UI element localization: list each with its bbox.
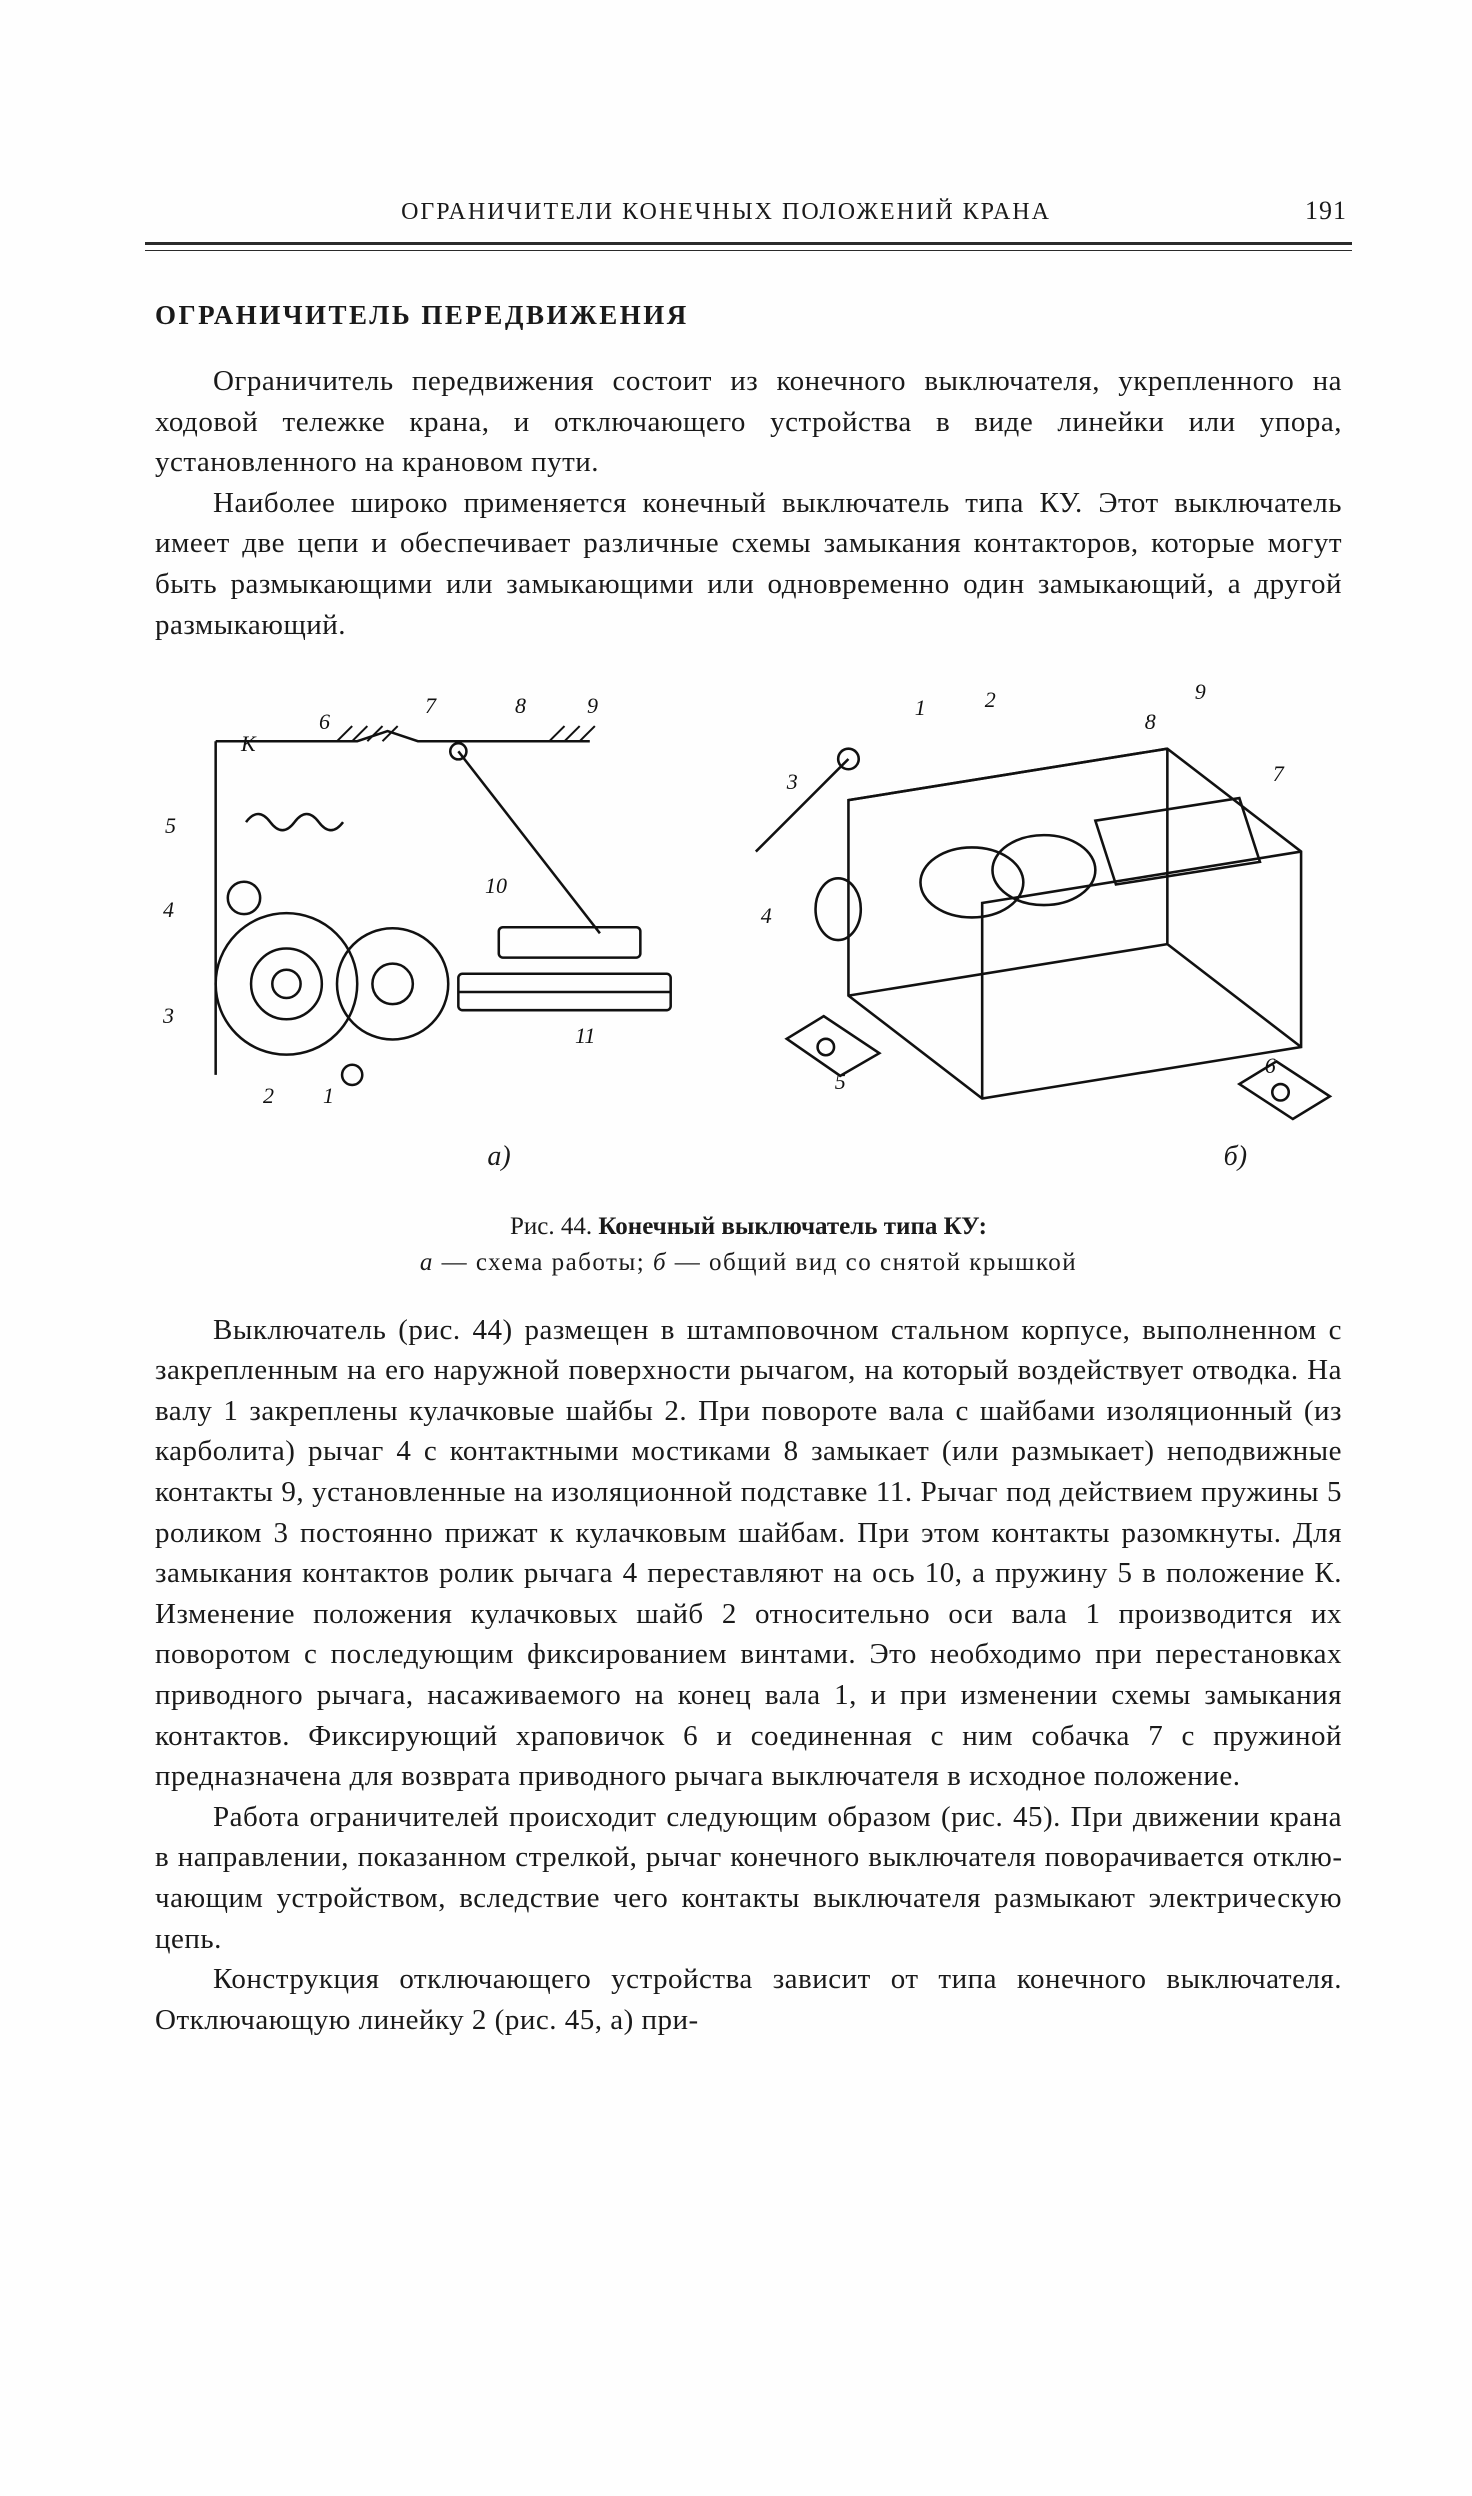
figure-44: К 5 4 3 2 1 6 7 8 9 10 11 [155,673,1342,1203]
callout-r8: 8 [1145,709,1156,735]
paragraph-5: Конструкция отключающего устройства зави… [155,1959,1342,2040]
figure-44-b: 1 2 3 4 5 6 7 8 9 [725,673,1342,1133]
callout-r3: 3 [787,769,798,795]
callout-3: 3 [163,1003,174,1029]
schematic-svg [155,673,701,1133]
callout-9: 9 [587,693,598,719]
figure-label-b: б) [1224,1141,1247,1173]
running-header: ОГРАНИЧИТЕЛИ КОНЕЧНЫХ ПОЛОЖЕНИЙ КРАНА 19… [175,196,1347,226]
schematic-diagram: К 5 4 3 2 1 6 7 8 9 10 11 [155,673,701,1133]
callout-r4: 4 [761,903,772,929]
callout-4: 4 [163,897,174,923]
callout-2: 2 [263,1083,274,1109]
callout-8: 8 [515,693,526,719]
section-heading: ОГРАНИЧИТЕЛЬ ПЕРЕДВИЖЕНИЯ [155,300,1342,331]
header-rule-thick [145,242,1352,245]
paragraph-1: Ограничитель передвижения состоит из кон… [155,361,1342,483]
page-number: 191 [1277,196,1347,226]
caption-prefix: Рис. 44. [510,1213,598,1240]
paragraph-2: Наиболее широко применяется конечный вык… [155,483,1342,645]
callout-r1: 1 [915,695,926,721]
callout-r6: 6 [1265,1053,1276,1079]
callout-7: 7 [425,693,436,719]
caption-line2: а — схема работы; б — общий вид со снято… [420,1249,1077,1276]
callout-K: К [241,731,256,757]
caption-bold: Конечный выключатель типа КУ: [598,1213,987,1240]
callout-r9: 9 [1195,679,1206,705]
paragraph-4: Работа ограничителей происходит следующи… [155,1797,1342,1959]
callout-11: 11 [575,1023,595,1049]
callout-10: 10 [485,873,507,899]
device-svg [725,673,1342,1133]
figure-44-a: К 5 4 3 2 1 6 7 8 9 10 11 [155,673,701,1133]
paragraph-block-1: Ограничитель передвижения состоит из кон… [155,361,1342,645]
running-title: ОГРАНИЧИТЕЛИ КОНЕЧНЫХ ПОЛОЖЕНИЙ КРАНА [175,199,1277,226]
header-rule-thin [145,250,1352,251]
figure-caption: Рис. 44. Конечный выключатель типа КУ: а… [155,1209,1342,1282]
callout-5: 5 [165,813,176,839]
callout-6: 6 [319,709,330,735]
scanned-page: ОГРАНИЧИТЕЛИ КОНЕЧНЫХ ПОЛОЖЕНИЙ КРАНА 19… [0,0,1472,2496]
callout-r7: 7 [1273,761,1284,787]
callout-r5: 5 [835,1069,846,1095]
paragraph-3: Выключатель (рис. 44) размещен в штампов… [155,1310,1342,1797]
callout-1: 1 [323,1083,334,1109]
paragraph-block-2: Выключатель (рис. 44) размещен в штампов… [155,1310,1342,2041]
device-isometric: 1 2 3 4 5 6 7 8 9 [725,673,1342,1133]
callout-r2: 2 [985,687,996,713]
figure-label-a: а) [487,1141,510,1173]
